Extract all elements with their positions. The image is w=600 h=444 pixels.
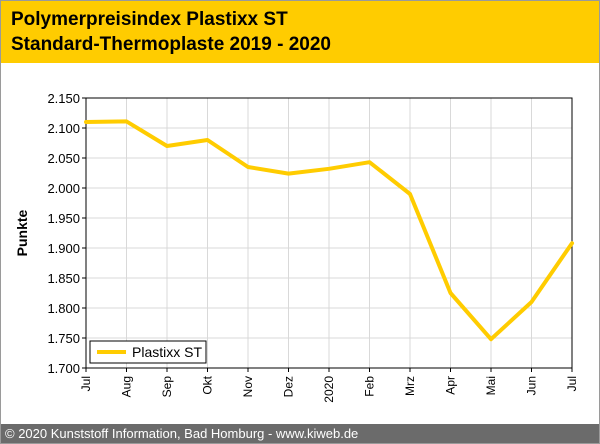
series-line-plastixx-st	[84, 119, 574, 342]
x-tick-label: Jul	[79, 376, 93, 391]
x-tick-label: Okt	[201, 375, 215, 394]
legend-box	[89, 340, 207, 364]
series-lines	[84, 119, 574, 342]
header-bar: Polymerpreisindex Plastixx ST Standard-T…	[1, 1, 599, 63]
plot-border	[85, 97, 573, 369]
x-tick-label: Nov	[241, 376, 255, 397]
chart-title: Polymerpreisindex Plastixx ST	[11, 9, 288, 30]
y-tick-label: 1.900	[47, 241, 80, 256]
y-axis-label: Punkte	[14, 209, 30, 256]
copyright-text: © 2020 Kunststoff Information, Bad Hombu…	[5, 426, 359, 441]
x-tick-label: Aug	[120, 376, 134, 397]
tick-labels: 1.700 1.750 1.800 1.850 1.900 1.950 2.000 2.050…	[14, 91, 579, 403]
y-tick-label: 1.950	[47, 211, 80, 226]
x-tick-label: Jul	[565, 376, 579, 391]
line-chart: 1.700 1.750 1.800 1.850 1.900 1.950 2.000 2.050…	[14, 91, 579, 403]
y-tick-label: 1.800	[47, 301, 80, 316]
chart-subtitle: Standard-Thermoplaste 2019 - 2020	[11, 34, 331, 55]
x-tick-label: Mai	[484, 376, 498, 395]
legend: Plastixx ST	[89, 340, 207, 364]
y-tick-label: 2.150	[47, 91, 80, 106]
x-tick-label: Sep	[160, 376, 174, 398]
x-tick-label: 2020	[322, 376, 336, 403]
y-tick-label: 1.850	[47, 271, 80, 286]
y-tick-label: 1.750	[47, 331, 80, 346]
y-tick-label: 1.700	[47, 361, 80, 376]
y-tick-label: 2.100	[47, 121, 80, 136]
x-tick-label: Dez	[282, 376, 296, 397]
y-tick-label: 2.050	[47, 151, 80, 166]
footer-bar: © 2020 Kunststoff Information, Bad Hombu…	[1, 424, 599, 443]
y-tick-label: 2.000	[47, 181, 80, 196]
axes	[82, 97, 573, 372]
x-tick-label: Feb	[363, 376, 377, 397]
x-tick-label: Mrz	[403, 376, 417, 396]
grid-lines	[85, 97, 573, 369]
legend-label: Plastixx ST	[132, 344, 202, 360]
x-tick-label: Jun	[525, 376, 539, 395]
x-tick-label: Apr	[444, 376, 458, 395]
